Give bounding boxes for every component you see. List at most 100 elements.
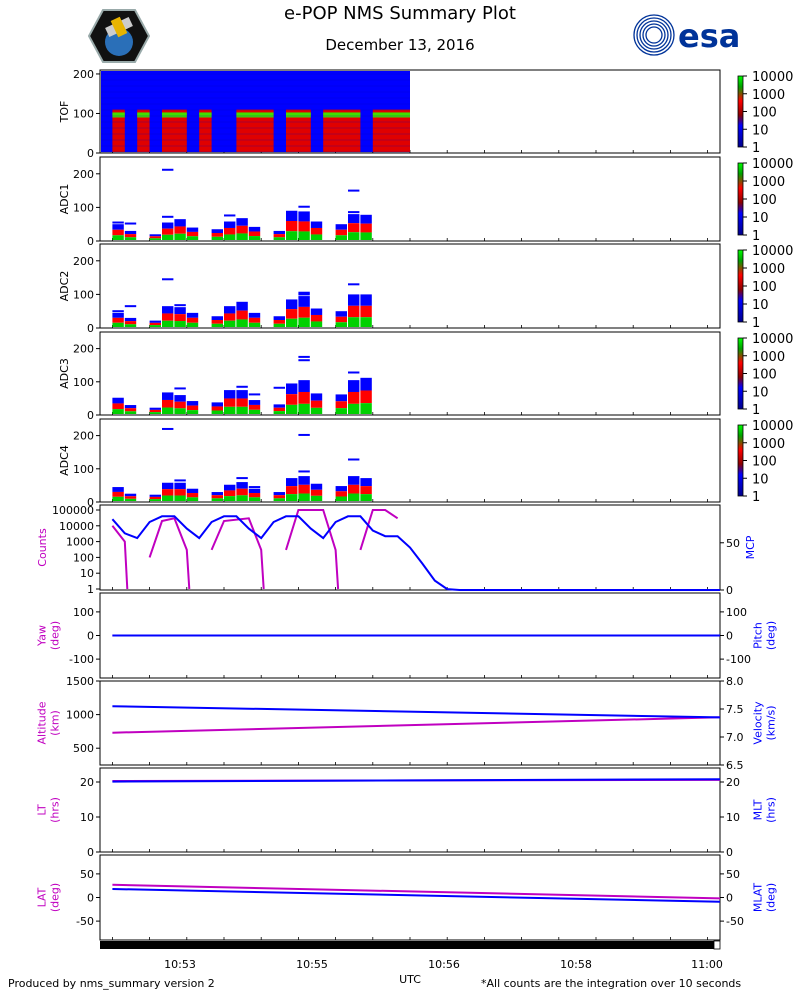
panel-adc2-block-blue (224, 306, 236, 314)
x-tick-label: 10:53 (164, 958, 196, 971)
panel-tof-ytick-label: 200 (73, 68, 94, 81)
panel-adc1-block-green (298, 231, 310, 240)
panel-lt-mlt-ylabel-right-line: MLT (752, 799, 765, 820)
panel-adc2-ylabel: ADC2 (58, 271, 71, 302)
panel-adc2-block-red (149, 322, 161, 326)
colorbar-tick-label: 10000 (752, 157, 793, 172)
panel-adc2-block-green (112, 322, 124, 327)
panel-adc1-block-green (149, 238, 161, 240)
panel-adc1-block-blue (273, 230, 285, 235)
colorbar-tick-label: 10000 (752, 244, 793, 259)
panel-adc2-block-green (149, 325, 161, 327)
panel-adc2-block-red (211, 320, 223, 324)
panel-adc3-block-blue (286, 383, 298, 395)
panel-adc1-block-blue (162, 222, 174, 229)
panel-adc4-block-green (124, 498, 137, 501)
panel-tof-ylabel: TOF (58, 101, 71, 124)
panel-altitude-velocity-ylabel-left-line: Altitude (36, 701, 49, 744)
panel-adc1-block-red (211, 233, 223, 237)
panel-adc2-block-blue (286, 299, 298, 310)
x-axis-label: UTC (399, 973, 421, 986)
colorbar-tick-label: 1000 (752, 350, 785, 365)
tof-block (137, 109, 150, 152)
panel-adc1-block-red (348, 223, 360, 233)
panel-adc3-block-blue (335, 394, 347, 402)
panel-yaw-pitch-ylabel-right-line: (deg) (765, 621, 778, 650)
panel-adc1-block-blue (224, 221, 236, 228)
panel-adc3-block-red (124, 408, 137, 412)
panel-yaw-pitch-ylabel-left: Yaw (deg) (36, 621, 62, 650)
panel-adc1-block-blue (124, 230, 137, 235)
panel-adc2-block-green (236, 319, 248, 327)
panel-adc2-block-red (310, 314, 323, 322)
panel-adc4-block-green (286, 494, 298, 501)
colorbar-tick-label: 10000 (752, 419, 793, 434)
panel-lt-mlt-series-right (112, 778, 721, 783)
page-title: e-POP NMS Summary Plot (284, 3, 516, 24)
panel-adc3-block-red (186, 405, 199, 411)
panel-adc4-block-green (174, 495, 186, 501)
panel-adc4-block-blue (248, 488, 261, 494)
panel-adc2-block-blue (149, 320, 161, 323)
x-tick-label: 11:00 (691, 958, 723, 971)
panel-counts-mcp-ylabel-right-line: MCP (744, 535, 757, 559)
panel-adc4-block-red (162, 489, 174, 496)
panel-adc4-block-blue (335, 486, 347, 492)
colorbar-tick-label: 1 (752, 316, 760, 331)
panel-adc2-block-green (211, 323, 223, 327)
panel-adc1-ytick-label: 200 (73, 168, 94, 181)
panel-lat-mlat-frame (99, 854, 721, 941)
panel-adc4-block-red (186, 493, 199, 498)
panel-adc3-block-blue (236, 390, 248, 399)
panel-lt-mlt-ylabel-right-line: (hrs) (765, 797, 778, 823)
panel-adc3-block-green (236, 406, 248, 414)
panel-counts-mcp-series-left (111, 525, 129, 590)
panel-adc1-block-red (310, 227, 323, 235)
panel-adc1-block-green (273, 237, 285, 240)
panel-adc2-block-blue (348, 294, 360, 306)
panel-adc2-block-red (248, 317, 261, 323)
panel-adc4-block-red (236, 488, 248, 496)
panel-adc2-block-red (224, 313, 236, 321)
panel-adc1-block-red (335, 229, 347, 236)
panel-adc4-block-red (286, 486, 298, 495)
panel-altitude-velocity-ylabel-right-line: Velocity (752, 701, 765, 745)
panel-adc3-block-red (360, 390, 372, 404)
panel-lat-mlat-ytick-right-label: 0 (726, 892, 733, 905)
panel-adc3-block-green (112, 409, 124, 414)
panel-adc4-block-blue (310, 483, 323, 490)
panel-adc4-block-red (112, 491, 124, 497)
panel-adc4-ytick-label: 200 (73, 430, 94, 443)
panel-adc2-block-red (273, 320, 285, 324)
panel-adc4-ylabel: ADC4 (58, 445, 71, 476)
panel-altitude-velocity-ylabel-left-line: (km) (49, 710, 62, 736)
panel-adc2-block-red (348, 305, 360, 318)
panel-yaw-pitch-ytick-left-label: -100 (69, 653, 94, 666)
x-tick-label: 10:55 (296, 958, 328, 971)
panel-adc2-block-green (335, 322, 347, 327)
panel-altitude-velocity-ytick-right-label: 8.0 (726, 675, 744, 688)
panel-adc2-block-green (162, 320, 174, 327)
panel-adc4-block-red (273, 495, 285, 499)
panel-adc3-block-red (335, 401, 347, 409)
panel-adc2-ytick-label: 0 (87, 322, 94, 335)
panel-adc3-block-green (298, 403, 310, 414)
panel-yaw-pitch-ytick-right-label: 100 (726, 606, 747, 619)
panel-adc2-block-red (112, 317, 124, 323)
panel-adc2-block-red (360, 305, 372, 318)
panel-adc2-block-red (298, 306, 310, 318)
panel-adc4-block-red (335, 491, 347, 497)
panel-adc1-block-green (112, 235, 124, 240)
tof-peak-band (137, 112, 150, 118)
panel-adc3-block-green (211, 410, 223, 414)
panel-counts-mcp-ytick-left-label: 1 (87, 583, 94, 596)
panel-adc1-block-red (286, 220, 298, 232)
panel-adc4-block-green (310, 495, 323, 501)
panel-adc4-ytick-label: 0 (87, 496, 94, 509)
panel-adc3-ytick-label: 100 (73, 376, 94, 389)
panel-adc3-block-red (310, 400, 323, 408)
tof-peak-band (236, 112, 274, 118)
panel-adc1-block-blue (174, 219, 186, 227)
colorbar-tick-label: 100 (752, 193, 777, 208)
